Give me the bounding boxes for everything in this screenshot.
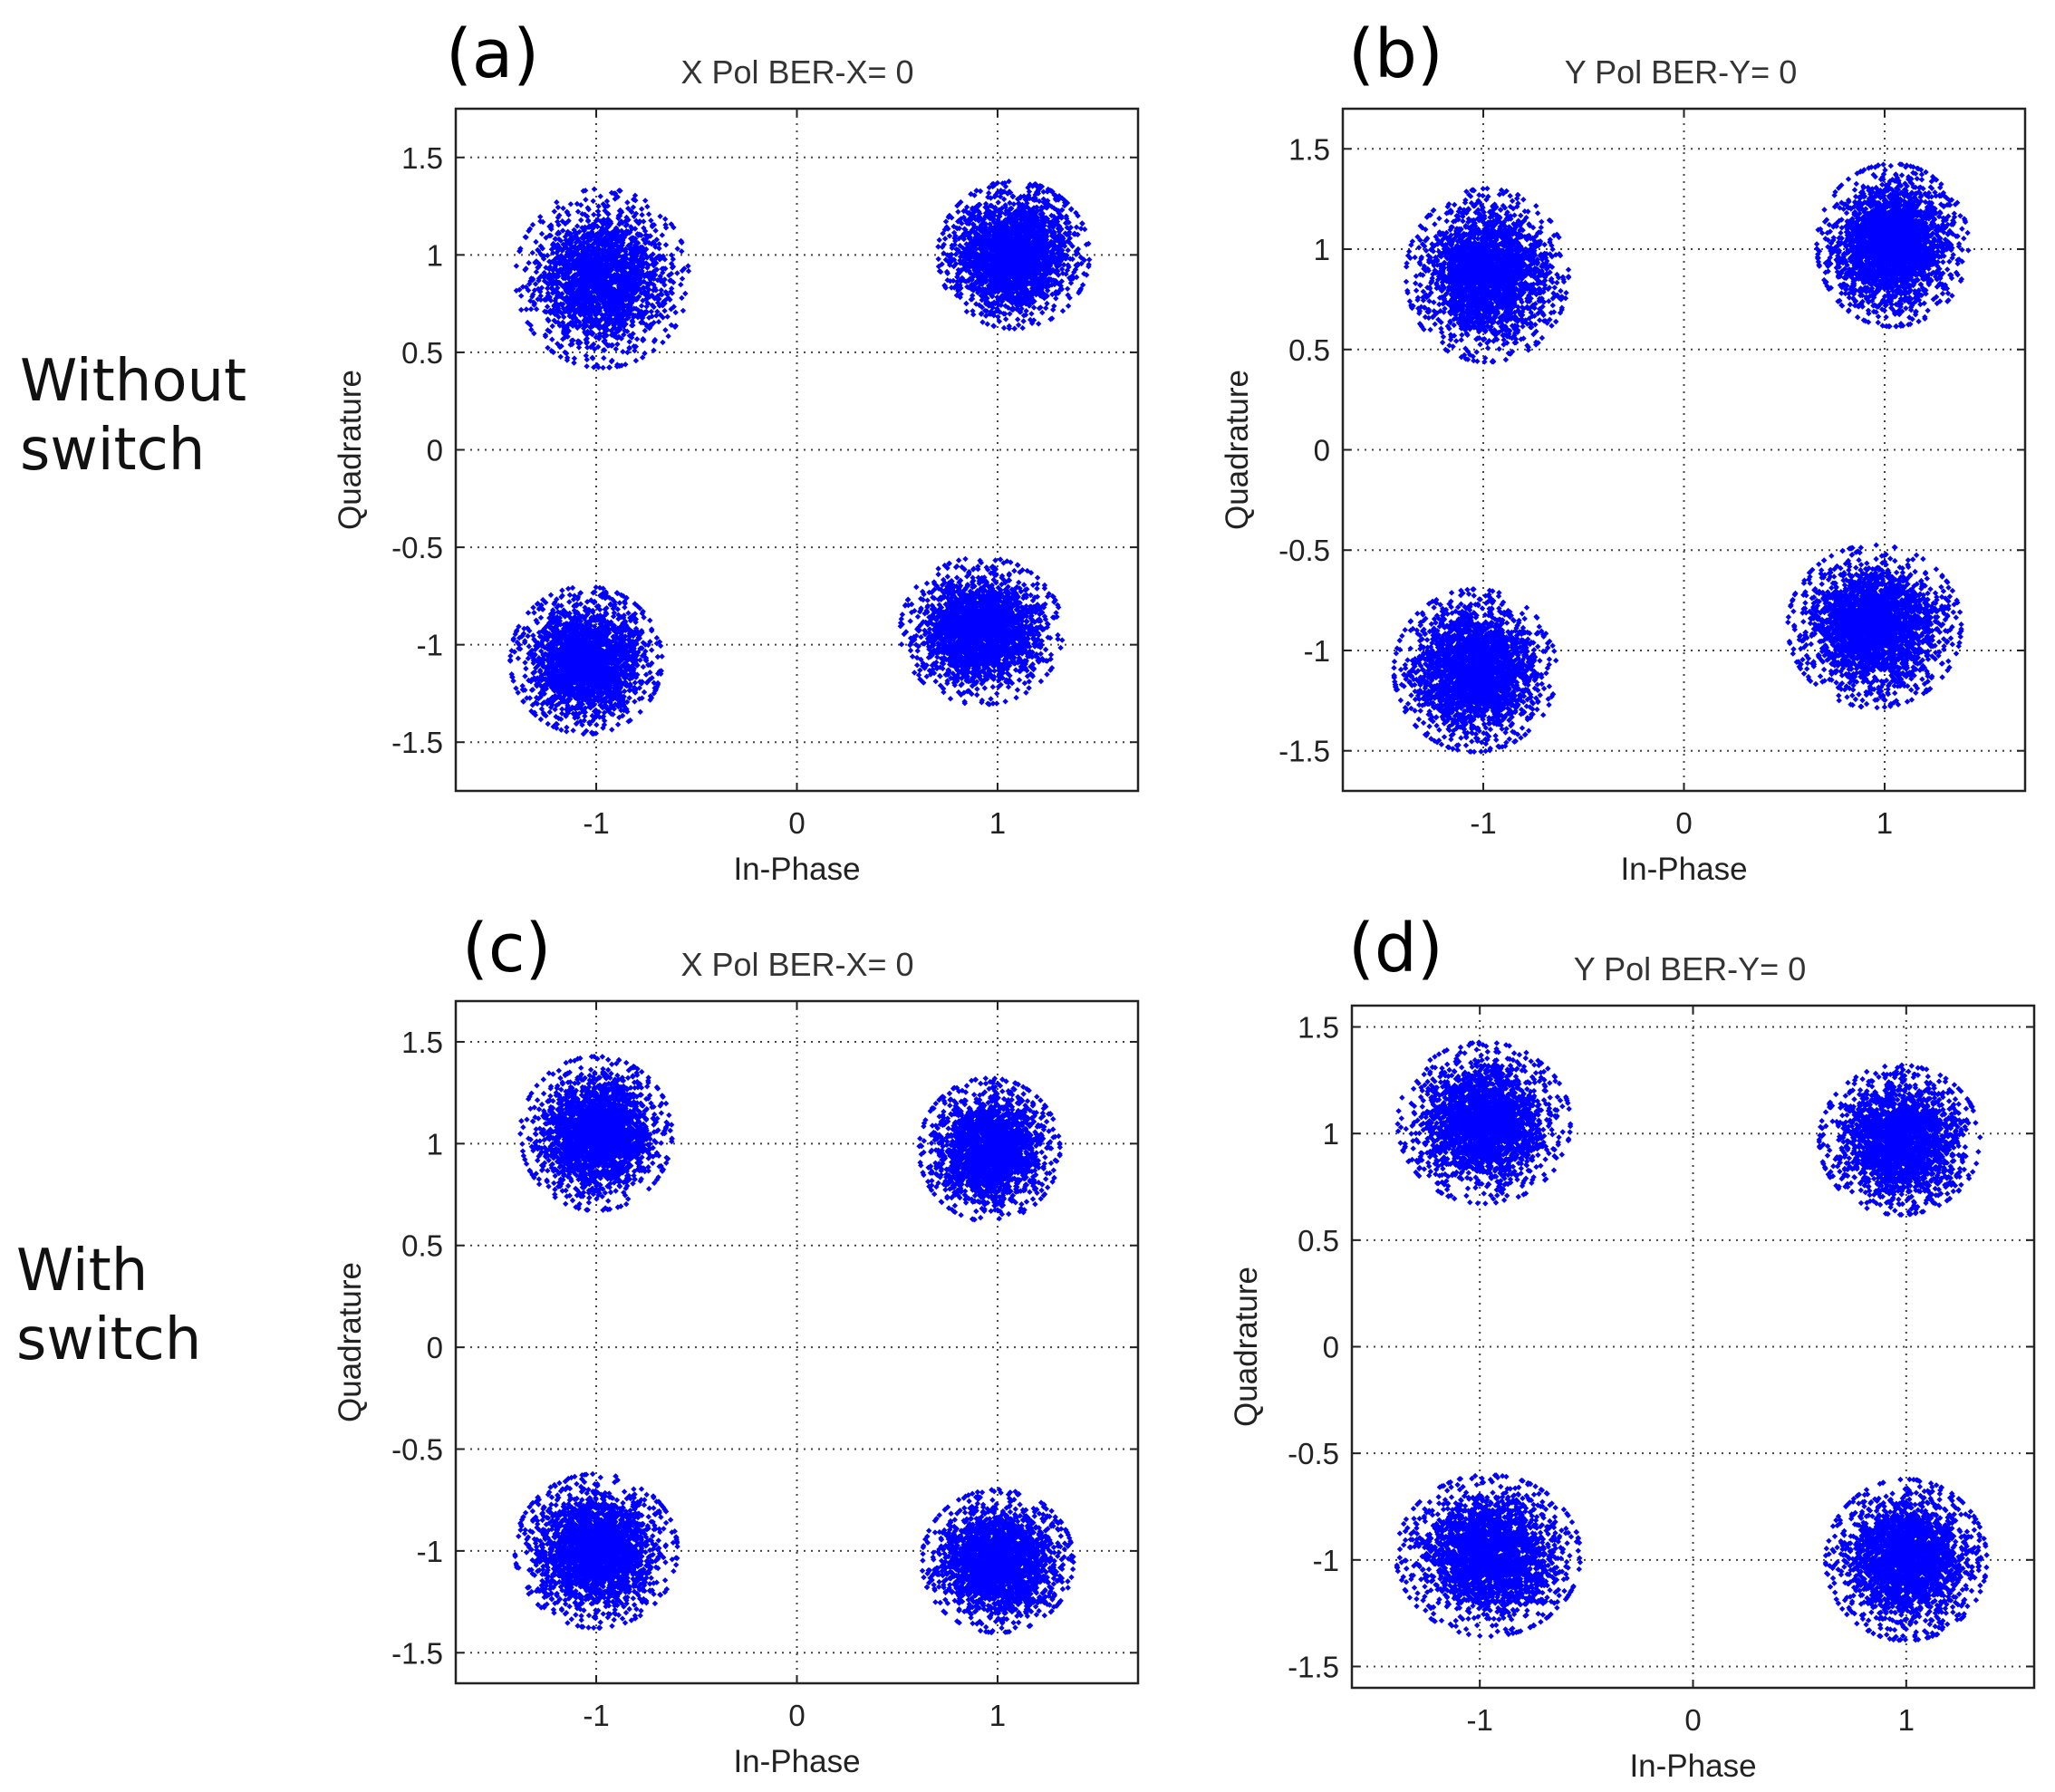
scatter-cluster-Q2 [517,1054,675,1213]
scatter-cluster-Q3 [1394,1472,1584,1640]
x-tick-label: -1 [1467,1703,1493,1737]
y-tick-label: -1.5 [1288,1650,1339,1683]
scatter-cluster-Q3 [512,1470,680,1631]
scatter-cluster-Q1 [1813,161,1972,330]
y-axis-label: Quadrature [333,370,368,530]
x-axis-label: In-Phase [1629,1749,1756,1784]
y-tick-label: 0.5 [1298,1224,1339,1257]
y-tick-label: -0.5 [391,1433,443,1467]
y-tick-label: 1 [1314,233,1330,266]
panel-tag: (c) [462,910,551,988]
y-tick-label: 1.5 [1288,132,1330,166]
y-tick-label: -0.5 [1278,534,1330,567]
y-tick-label: 1.5 [401,141,443,175]
tick-marks [456,109,1138,791]
y-tick-label: -1.5 [391,726,443,759]
x-tick-label: 0 [1675,806,1692,840]
panel-title: X Pol BER-X= 0 [680,53,913,91]
y-tick-label: -1 [417,1535,443,1568]
x-tick-label: 0 [1684,1703,1701,1737]
y-tick-label: 0 [427,434,443,467]
grid [1352,1006,2034,1688]
scatter-cluster-Q1 [1816,1062,1983,1218]
tick-marks [456,1001,1138,1683]
scatter-series [507,178,1093,737]
y-tick-label: 0.5 [1288,333,1330,367]
y-tick-label: -0.5 [1288,1437,1339,1470]
scatter-series [1391,161,1972,755]
y-tick-label: -1 [417,629,443,662]
y-axis-label: Quadrature [1229,1267,1264,1427]
x-tick-label: 0 [788,1699,805,1732]
panel-tag: (d) [1348,910,1443,988]
scatter-cluster-Q2 [513,186,692,371]
row-label-with-switch-line1: With [16,1238,148,1305]
scatter-cluster-Q1 [916,1075,1063,1223]
x-tick-label: 1 [989,1699,1006,1732]
y-tick-label: -0.5 [391,531,443,564]
x-tick-label: 1 [989,806,1006,840]
x-tick-label: 1 [1898,1703,1915,1737]
y-tick-label: 1 [427,1127,443,1161]
scatter-cluster-Q3 [1391,586,1559,755]
scatter-cluster-Q4 [897,555,1066,708]
grid [1343,109,2025,791]
row-label-without-switch-line1: Without [20,348,246,415]
y-tick-label: -1.5 [1278,735,1330,768]
panel-title: Y Pol BER-Y= 0 [1565,53,1797,91]
scatter-cluster-Q4 [1785,542,1964,711]
panel-c: (c) X Pol BER-X= 0 -1 0 1 -1.5 -1 -0.5 0 0.5 1 1.5 I… [333,910,1140,1779]
y-tick-label: 1 [1323,1117,1339,1151]
y-tick-label: 0.5 [401,336,443,370]
panel-tag: (a) [446,15,539,93]
scatter-cluster-Q3 [507,584,665,737]
scatter-cluster-Q2 [1394,1039,1574,1207]
panels-container: (a) X Pol BER-X= 0 -1 0 1 -1.5 -1 -0.5 0 0.5 1 1.5 I… [333,15,2036,1784]
x-tick-label: -1 [583,1699,609,1732]
panel-title: Y Pol BER-Y= 0 [1574,950,1806,988]
grid [456,109,1138,791]
scatter-cluster-Q2 [1403,185,1572,365]
scatter-cluster-Q4 [1822,1476,1990,1643]
grid [456,1001,1138,1683]
tick-marks [1343,109,2025,791]
panel-title: X Pol BER-X= 0 [680,946,913,983]
x-tick-label: 1 [1877,806,1893,840]
scatter-cluster-Q4 [919,1487,1076,1635]
y-tick-label: 0 [1314,434,1330,467]
x-tick-label: -1 [1470,806,1496,840]
x-axis-label: In-Phase [733,852,860,887]
scatter-series [512,1054,1076,1635]
y-axis-label: Quadrature [1220,370,1255,530]
y-tick-label: 1.5 [1298,1011,1339,1045]
row-label-without-switch-line2: switch [20,417,205,484]
y-tick-label: 1 [427,238,443,272]
tick-marks [1352,1006,2034,1688]
scatter-cluster-Q1 [935,178,1093,332]
panel-tag: (b) [1348,15,1443,93]
y-tick-label: -1 [1313,1544,1339,1577]
y-tick-label: 1.5 [401,1026,443,1059]
scatter-series [1394,1039,1990,1643]
y-axis-label: Quadrature [333,1262,368,1422]
x-tick-label: 0 [788,806,805,840]
y-tick-label: 0.5 [401,1229,443,1263]
y-tick-label: 0 [1323,1331,1339,1364]
y-tick-label: 0 [427,1331,443,1364]
x-axis-label: In-Phase [733,1744,860,1779]
y-tick-label: -1.5 [391,1636,443,1670]
x-axis-label: In-Phase [1620,852,1747,887]
y-tick-label: -1 [1304,634,1330,668]
panel-b: (b) Y Pol BER-Y= 0 -1 0 1 -1.5 -1 -0.5 0 0.5 1 1.5 I… [1220,15,2027,887]
row-label-with-switch-line2: switch [16,1306,201,1373]
x-tick-label: -1 [583,806,609,840]
panel-a: (a) X Pol BER-X= 0 -1 0 1 -1.5 -1 -0.5 0 0.5 1 1.5 I… [333,15,1140,887]
panel-d: (d) Y Pol BER-Y= 0 -1 0 1 -1.5 -1 -0.5 0 0.5 1 1.5 I… [1229,910,2036,1784]
